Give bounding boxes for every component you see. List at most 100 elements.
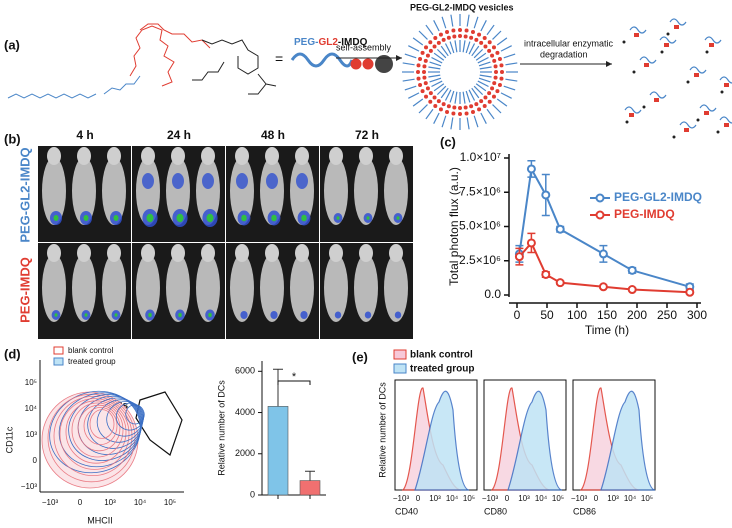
x-axis-label: MHCII [87, 515, 113, 525]
fragment-core [704, 111, 709, 115]
x-tick-label: 0 [505, 494, 510, 503]
legend-swatch [53, 346, 64, 355]
signal [202, 173, 214, 189]
treated-histogram [507, 390, 563, 491]
gate [135, 391, 183, 456]
headgroup [425, 53, 430, 58]
mouse-head [389, 244, 403, 262]
mouse-head [107, 244, 121, 262]
mouse [354, 254, 378, 322]
legend-label: PEG-GL2-IMDQ [614, 190, 702, 204]
polymer [473, 85, 484, 96]
fragment [689, 66, 707, 74]
headgroup [497, 82, 502, 87]
headgroup [463, 34, 468, 39]
step-label: degradation [540, 49, 588, 59]
x-tick-label: 300 [687, 308, 707, 322]
polymer [492, 30, 502, 40]
headgroup [422, 70, 426, 74]
polymer [475, 83, 487, 92]
mouse [230, 157, 254, 225]
polymer [468, 89, 476, 101]
headgroup [469, 35, 474, 40]
label-part: -IMDQ [338, 37, 368, 48]
data-point [555, 224, 565, 234]
contour [83, 406, 118, 445]
headgroup [423, 81, 428, 86]
panel-label: (c) [440, 134, 456, 149]
contour [125, 404, 145, 425]
mouse [102, 157, 126, 225]
y-axis-label: CD11c [4, 426, 14, 453]
polymer [436, 48, 447, 59]
headgroup [416, 63, 421, 68]
headgroup [492, 81, 497, 86]
headgroup [487, 99, 492, 104]
mouse-head [329, 147, 343, 165]
dot [660, 50, 664, 54]
mouse-head [201, 147, 215, 165]
y-tick-label: 4000 [235, 407, 255, 417]
headgroup [487, 48, 492, 53]
mouse [260, 254, 284, 322]
signal [146, 213, 154, 223]
mouse [42, 254, 66, 322]
polymer [402, 62, 415, 66]
mouse [290, 157, 314, 225]
polymer [418, 30, 428, 40]
mouse [290, 254, 314, 322]
timepoint-label: 48 h [261, 128, 285, 142]
x-tick-label: 150 [597, 308, 617, 322]
signal [176, 213, 184, 223]
significance-bracket [277, 380, 311, 385]
headgroup [418, 82, 423, 87]
headgroup [445, 30, 450, 35]
legend-label: treated group [410, 364, 474, 375]
mouse-head [171, 147, 185, 165]
mouse [166, 157, 190, 225]
contour [89, 409, 115, 439]
headgroup [458, 112, 462, 116]
headgroup [420, 50, 425, 55]
polymer [462, 40, 466, 53]
contour [77, 404, 121, 452]
annotation: * [292, 371, 297, 383]
x-tick-label: 250 [657, 308, 677, 322]
polymer [408, 92, 420, 99]
headgroup [490, 53, 495, 58]
mouse [324, 157, 348, 225]
headgroup [438, 107, 443, 112]
headgroup [483, 44, 488, 49]
signal [236, 173, 248, 189]
headgroup [497, 57, 502, 62]
headgroup [494, 70, 498, 74]
legend-marker [595, 210, 605, 220]
polymer [477, 80, 489, 88]
signal [266, 173, 278, 189]
polymer [440, 87, 449, 99]
polymer [431, 80, 443, 88]
y-tick-label: 2000 [235, 448, 255, 458]
fragment [704, 36, 722, 44]
headgroup [441, 102, 446, 107]
timepoint-label: 24 h [167, 128, 191, 142]
fragment-core [654, 98, 659, 102]
polymer [444, 89, 452, 101]
headgroup [416, 70, 420, 74]
headgroup [495, 50, 500, 55]
data-point [598, 249, 608, 259]
gl2-unit [350, 58, 362, 70]
headgroup [428, 40, 433, 45]
headgroup [445, 109, 450, 114]
polymer [450, 117, 454, 130]
polymer [480, 20, 487, 32]
signal [84, 313, 88, 317]
histograms: blank control treated group Relative num… [377, 349, 656, 516]
y-tick-label: −10³ [21, 482, 38, 491]
legend-swatch [53, 357, 64, 366]
polymer [500, 92, 512, 99]
headgroup [482, 36, 487, 41]
imdq-unit [375, 55, 393, 73]
treated-histogram [414, 390, 470, 491]
fragment-core [644, 63, 649, 67]
